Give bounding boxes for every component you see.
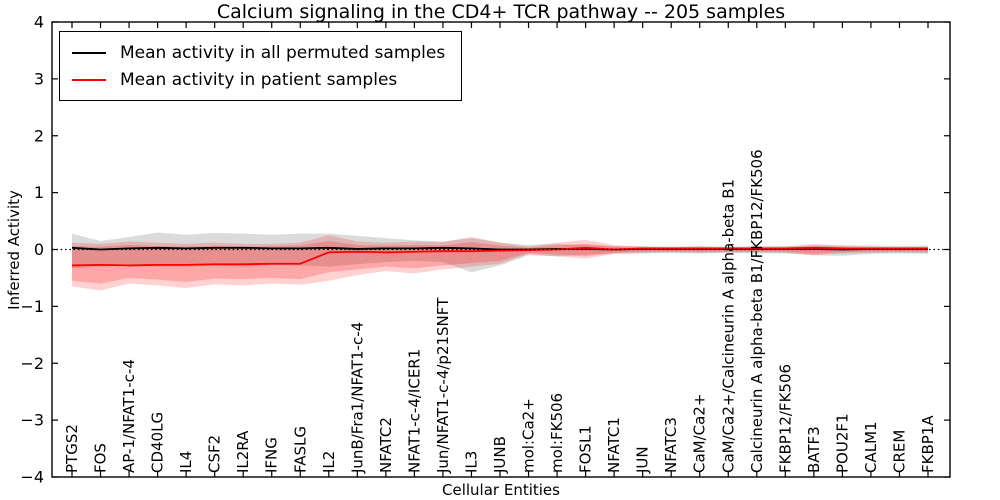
legend-item-patient: Mean activity in patient samples — [72, 66, 445, 93]
y-axis-label: Inferred Activity — [5, 190, 23, 310]
x-axis-label: Cellular Entities — [442, 481, 560, 499]
x-tick-label: IL4 — [177, 451, 195, 473]
legend: Mean activity in all permuted samples Me… — [59, 31, 463, 101]
x-tick-label: NFATC2 — [377, 417, 395, 473]
x-tick-label: CaM/Ca2+/Calcineurin A alpha-beta B1 — [719, 179, 737, 473]
y-tick-label: 2 — [34, 126, 44, 145]
x-tick-label: POU2F1 — [833, 413, 851, 473]
x-tick-label: mol:FK506 — [548, 393, 566, 473]
x-tick-label: NFATC1 — [605, 417, 623, 473]
legend-item-permuted: Mean activity in all permuted samples — [72, 39, 445, 66]
x-tick-label: FASLG — [291, 426, 309, 473]
x-tick-label: IL2RA — [234, 430, 252, 473]
x-tick-label: CSF2 — [206, 435, 224, 473]
x-tick-label: FKBP1A — [919, 415, 937, 473]
x-tick-label: Calcineurin A alpha-beta B1/FKBP12/FK506 — [748, 149, 766, 473]
x-tick-label: FOSL1 — [577, 425, 595, 473]
x-tick-label: JunB/Fra1/NFAT1-c-4 — [348, 322, 366, 474]
band-patient-range-inner — [72, 240, 928, 284]
legend-line-sample-permuted — [72, 51, 106, 54]
y-tick-label: −4 — [20, 468, 44, 487]
x-tick-label: IFNG — [263, 437, 281, 473]
chart-title: Calcium signaling in the CD4+ TCR pathwa… — [216, 1, 786, 23]
x-tick-label: JUN — [634, 446, 652, 474]
y-tick-label: −2 — [20, 354, 44, 373]
x-tick-label: IL2 — [320, 451, 338, 473]
x-tick-label: FOS — [92, 443, 110, 473]
y-tick-label: 4 — [34, 13, 44, 32]
legend-label-permuted: Mean activity in all permuted samples — [120, 42, 446, 63]
legend-line-sample-patient — [72, 78, 106, 81]
x-tick-label: AP-1/NFAT1-c-4 — [120, 359, 138, 473]
y-tick-label: −1 — [20, 297, 44, 316]
x-tick-label: NFATC3 — [662, 417, 680, 473]
x-tick-label: PTGS2 — [63, 424, 81, 473]
legend-label-patient: Mean activity in patient samples — [120, 69, 398, 90]
x-tick-label: NFAT1-c-4/ICER1 — [405, 349, 423, 473]
y-tick-label: 1 — [34, 183, 44, 202]
band-permuted-range — [72, 232, 928, 273]
x-tick-label: CALM1 — [862, 421, 880, 473]
x-tick-label: JUNB — [491, 436, 509, 474]
series-line-patient — [71, 246, 928, 267]
x-tick-label: CREM — [890, 430, 908, 473]
x-tick-label: FKBP12/FK506 — [776, 364, 794, 473]
y-tick-label: 3 — [34, 69, 44, 88]
x-tick-label: mol:Ca2+ — [520, 398, 538, 473]
x-tick-label: BATF3 — [805, 426, 823, 473]
x-tick-label: Jun/NFAT1-c-4/p21SNFT — [434, 297, 452, 474]
y-tick-label: 0 — [34, 240, 44, 259]
x-tick-label: CaM/Ca2+ — [691, 394, 709, 473]
y-tick-label: −3 — [20, 411, 44, 430]
x-tick-label: IL3 — [462, 451, 480, 473]
x-tick-label: CD40LG — [149, 412, 167, 473]
